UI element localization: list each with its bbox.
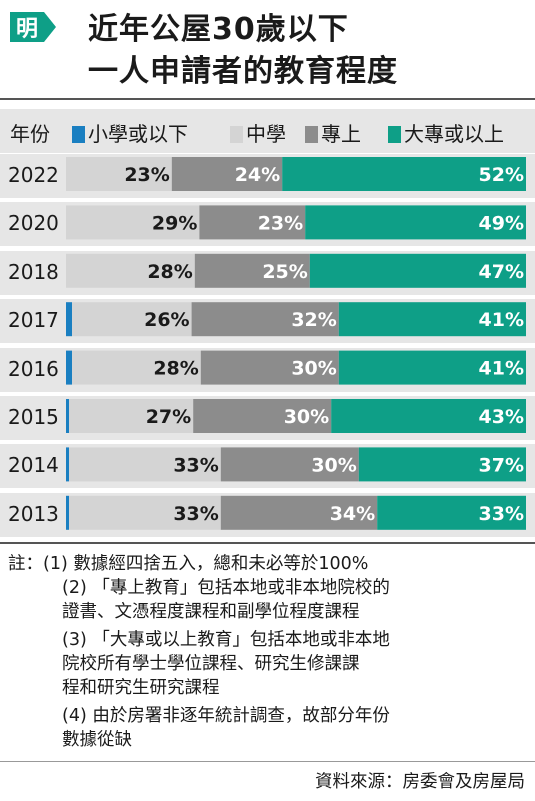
logo-text: 明	[16, 17, 38, 42]
bar-2-2020	[199, 205, 306, 240]
bar-0-2013	[66, 495, 69, 530]
bar-2-2018	[194, 253, 310, 288]
bar-2-2014	[220, 447, 359, 482]
note-3-cont: 院校所有學士學位課程、研究生修課課	[62, 654, 360, 674]
legend-item-post-secondary: 專上	[305, 118, 361, 147]
bar-3-2014	[358, 447, 526, 482]
data-label-1-2014: 33%	[173, 454, 218, 476]
year-label-2018: 2018	[8, 259, 59, 284]
data-label-2-2020: 23%	[258, 212, 303, 234]
data-label-2-2018: 25%	[262, 261, 307, 283]
bar-0-2017	[66, 302, 72, 337]
bar-1-2013	[69, 495, 221, 530]
data-label-2-2016: 30%	[291, 358, 336, 380]
divider	[0, 542, 535, 544]
legend-label-post-secondary: 專上	[321, 122, 361, 146]
year-label-2015: 2015	[8, 405, 59, 429]
data-label-3-2020: 49%	[479, 212, 524, 234]
bar-1-2020	[66, 205, 200, 240]
bar-3-2016	[338, 350, 526, 385]
data-label-1-2020: 29%	[152, 212, 197, 234]
year-label-2020: 2020	[8, 211, 59, 236]
legend-label-primary: 小學或以下	[88, 122, 188, 146]
note-2-cont: 證書、文憑程度課程和副學位程度課程	[62, 602, 360, 622]
bar-1-2017	[72, 302, 192, 337]
data-label-2-2022: 24%	[235, 164, 280, 186]
bar-0-2015	[66, 399, 69, 433]
data-label-3-2016: 41%	[479, 358, 524, 380]
note-3: (3) 「大專或以上教育」包括本地或非本地	[62, 630, 390, 650]
year-label-2013: 2013	[8, 501, 59, 526]
bar-2-2017	[191, 302, 339, 337]
year-label-2016: 2016	[8, 356, 59, 381]
data-label-3-2015: 43%	[479, 406, 524, 428]
legend-label-tertiary: 大專或以上	[404, 122, 504, 146]
legend-label-secondary: 中學	[246, 122, 286, 146]
data-label-2-2015: 30%	[284, 406, 329, 428]
header: 明 近年公屋30歲以下 一人申請者的教育程度	[0, 0, 535, 98]
legend-item-tertiary: 大專或以上	[388, 118, 504, 147]
legend-swatch-primary	[72, 126, 85, 143]
bar-3-2015	[331, 399, 526, 433]
data-label-3-2018: 47%	[479, 261, 524, 283]
logo-icon: 明	[10, 12, 56, 42]
data-label-1-2015: 27%	[146, 406, 191, 428]
bar-0-2014	[66, 447, 69, 482]
legend-swatch-post-secondary	[305, 126, 318, 143]
bar-1-2018	[66, 253, 195, 288]
data-label-3-2014: 37%	[479, 454, 524, 476]
data-label-2-2014: 30%	[311, 454, 356, 476]
divider	[0, 98, 535, 100]
divider	[0, 761, 535, 762]
bar-1-2015	[69, 399, 194, 433]
data-label-2-2017: 32%	[291, 309, 336, 331]
note-2: (2) 「專上教育」包括本地或非本地院校的	[62, 578, 390, 598]
chart-title-line-1: 近年公屋30歲以下	[88, 12, 349, 47]
data-label-1-2018: 28%	[147, 261, 192, 283]
legend-year-label: 年份	[10, 122, 50, 146]
legend-swatch-tertiary	[388, 126, 401, 143]
bar-1-2014	[69, 447, 221, 482]
legend-item-primary: 小學或以下	[72, 118, 188, 147]
data-label-1-2017: 26%	[144, 309, 189, 331]
bar-2-2022	[171, 157, 283, 191]
bar-2-2015	[193, 399, 332, 433]
data-label-1-2016: 28%	[153, 358, 198, 380]
bar-2-2016	[200, 350, 339, 385]
note-1: 註：(1) 數據經四捨五入，總和未必等於100%	[8, 554, 369, 574]
bar-1-2016	[72, 350, 201, 385]
bar-3-2013	[377, 495, 526, 530]
bar-3-2020	[305, 205, 526, 240]
year-label-2022: 2022	[8, 163, 59, 187]
source-note: 資料來源：房委會及房屋局	[315, 772, 525, 792]
note-3-cont-2: 程和研究生研究課程	[62, 678, 220, 698]
data-label-3-2013: 33%	[479, 503, 524, 525]
bar-3-2018	[309, 253, 526, 288]
legend: 年份 小學或以下 中學 專上 大專或以上	[0, 109, 535, 153]
data-label-2-2013: 34%	[330, 503, 375, 525]
bar-0-2016	[66, 350, 72, 385]
bar-1-2022	[66, 157, 172, 191]
bar-3-2017	[338, 302, 526, 337]
year-label-2017: 2017	[8, 308, 59, 333]
legend-swatch-secondary	[230, 126, 243, 143]
note-4-cont: 數據從缺	[62, 730, 132, 750]
bar-3-2022	[282, 157, 526, 191]
data-label-1-2013: 33%	[173, 503, 218, 525]
chart-title-line-2: 一人申請者的教育程度	[88, 54, 398, 89]
legend-item-secondary: 中學	[230, 118, 286, 147]
year-label-2014: 2014	[8, 453, 59, 478]
note-4: (4) 由於房署非逐年統計調查，故部分年份	[62, 706, 390, 726]
data-label-1-2022: 23%	[124, 164, 169, 186]
data-label-3-2017: 41%	[479, 309, 524, 331]
bar-2-2013	[220, 495, 378, 530]
data-label-3-2022: 52%	[479, 164, 524, 186]
